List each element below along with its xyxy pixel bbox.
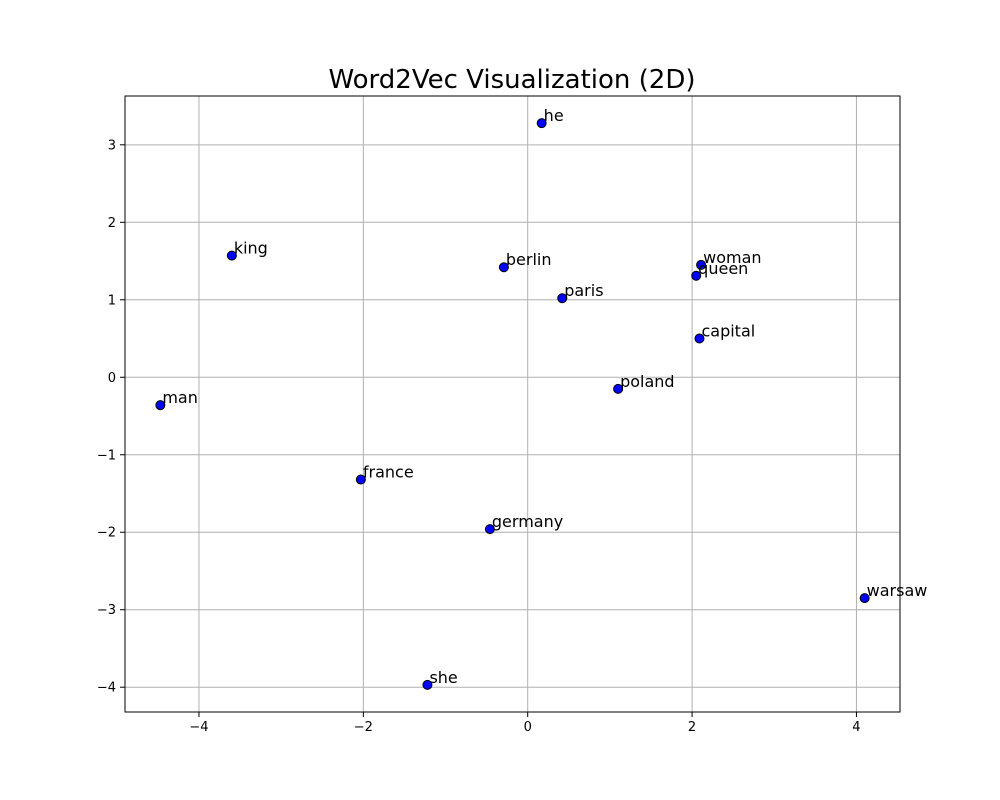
y-tick-label: −2 xyxy=(97,526,116,541)
y-tick-label: −1 xyxy=(97,448,116,463)
point-label: france xyxy=(363,463,414,482)
point-label: berlin xyxy=(506,250,552,269)
data-point xyxy=(694,333,705,344)
y-tick-label: 3 xyxy=(108,138,116,153)
axis-ticks: −4 −2 0 2 4 −4 −3 −2 −1 0 1 2 3 xyxy=(97,138,861,735)
data-point xyxy=(484,524,495,535)
point-label: warsaw xyxy=(867,581,928,600)
y-tick-label: 2 xyxy=(108,216,116,231)
point-label: capital xyxy=(701,322,755,341)
data-point xyxy=(355,474,366,485)
x-tick-label: −2 xyxy=(354,720,373,735)
point-label: germany xyxy=(492,512,563,531)
data-point xyxy=(859,593,870,604)
point-label: queen xyxy=(698,259,748,278)
data-point xyxy=(613,383,624,394)
x-tick-label: 4 xyxy=(852,720,860,735)
point-label: she xyxy=(429,668,457,687)
x-tick-label: −4 xyxy=(189,720,208,735)
y-tick-label: −4 xyxy=(97,681,116,696)
data-point xyxy=(498,262,509,273)
data-point xyxy=(422,679,433,690)
data-point xyxy=(691,270,702,281)
y-tick-label: −3 xyxy=(97,603,116,618)
point-label: he xyxy=(544,106,564,125)
data-point xyxy=(155,400,166,411)
point-label: man xyxy=(162,388,198,407)
chart-title: Word2Vec Visualization (2D) xyxy=(328,65,695,95)
point-label: paris xyxy=(564,281,603,300)
y-tick-label: 1 xyxy=(108,293,116,308)
data-point xyxy=(557,293,568,304)
point-label: king xyxy=(234,239,268,258)
y-tick-label: 0 xyxy=(108,371,116,386)
point-label: poland xyxy=(620,372,675,391)
data-points xyxy=(155,118,870,690)
plot-frame xyxy=(124,95,901,713)
point-label: woman xyxy=(703,248,761,267)
grid-lines xyxy=(125,96,900,712)
data-point xyxy=(696,259,707,270)
x-tick-label: 0 xyxy=(524,720,532,735)
x-tick-label: 2 xyxy=(688,720,696,735)
data-point xyxy=(226,250,237,261)
data-point xyxy=(536,118,547,129)
